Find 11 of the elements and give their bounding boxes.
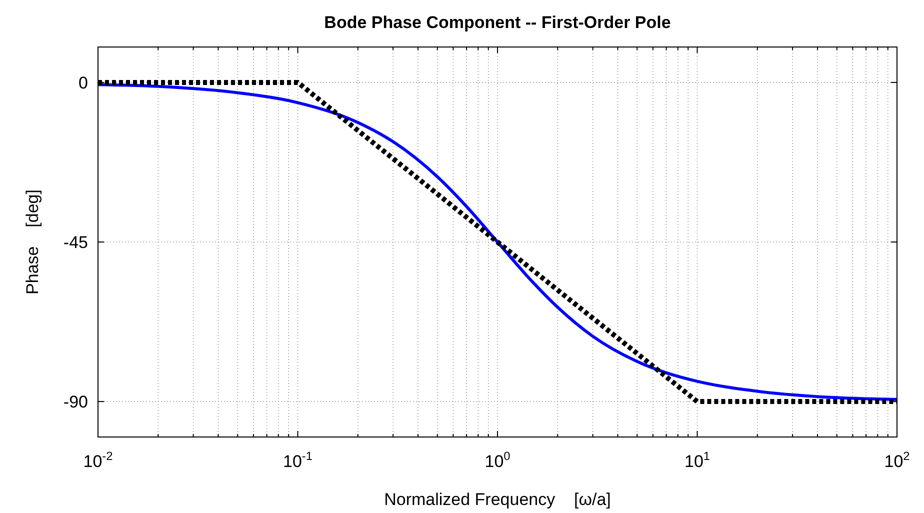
chart-title: Bode Phase Component -- First-Order Pole: [324, 13, 671, 32]
y-tick-label: -45: [63, 232, 88, 252]
x-tick-label: 10$^{0}$: [484, 449, 511, 471]
x-tick-label: 10$^{2}$: [884, 449, 910, 471]
x-tick-label: 10$^{-2}$: [83, 449, 114, 471]
x-tick-label: 10$^{1}$: [684, 449, 710, 471]
y-tick-label: 0: [78, 73, 88, 92]
x-axis-title: Normalized Frequency [ω/a]: [384, 490, 611, 509]
y-axis-title: Phase [deg]: [23, 190, 42, 294]
y-tick-label: -90: [63, 392, 88, 412]
x-tick-label: 10$^{-1}$: [283, 449, 313, 471]
